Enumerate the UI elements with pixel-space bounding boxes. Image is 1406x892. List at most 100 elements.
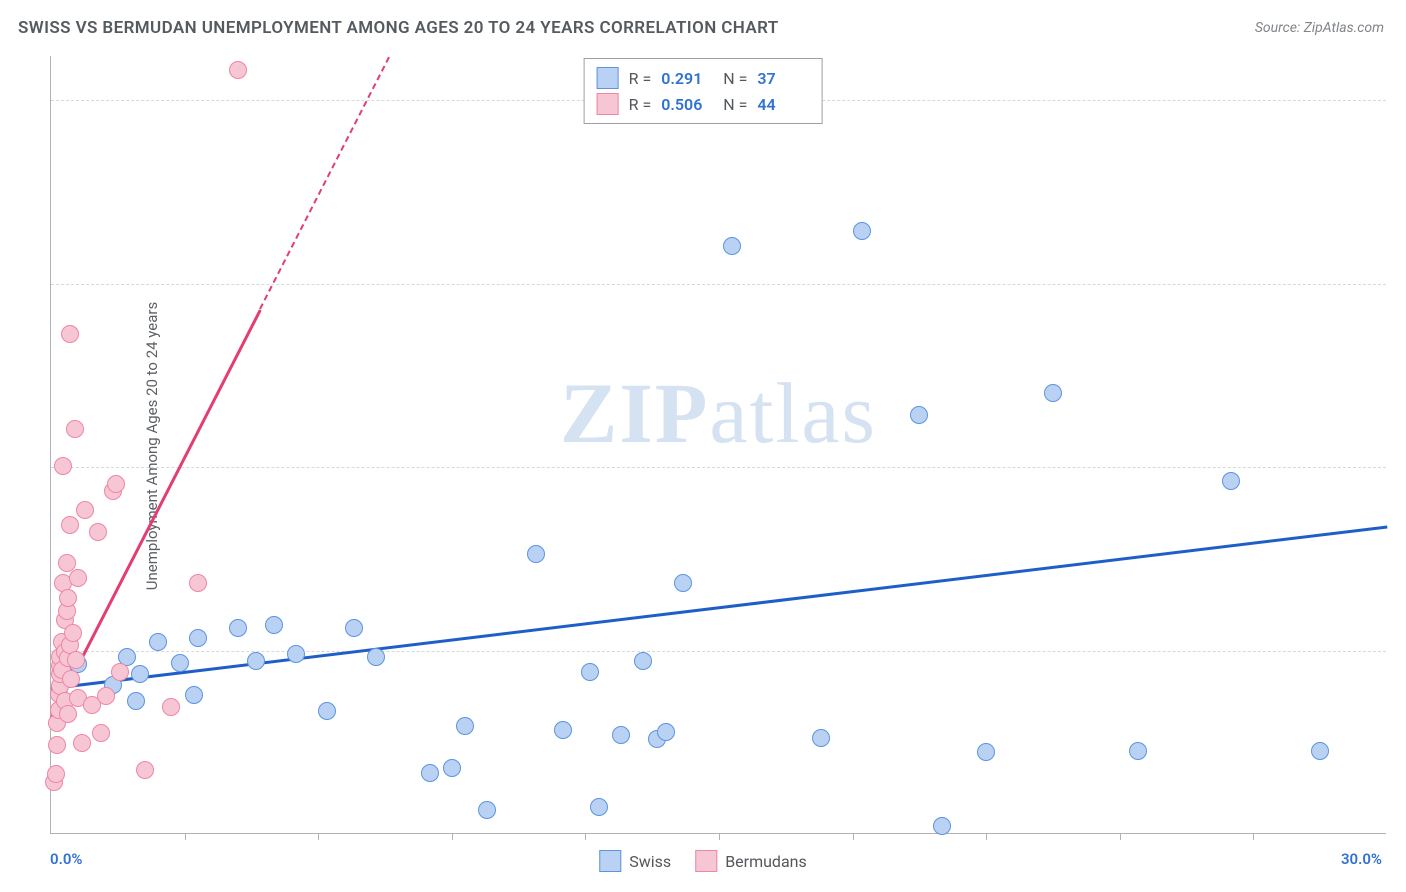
data-point-bermudans <box>76 501 94 519</box>
data-point-bermudans <box>89 523 107 541</box>
gridline-h <box>51 467 1386 468</box>
data-point-swiss <box>131 665 149 683</box>
gridline-h <box>51 284 1386 285</box>
data-point-swiss <box>581 663 599 681</box>
data-point-bermudans <box>59 589 77 607</box>
data-point-swiss <box>910 406 928 424</box>
data-point-swiss <box>674 574 692 592</box>
data-point-bermudans <box>61 516 79 534</box>
data-point-swiss <box>189 629 207 647</box>
legend-row-bermudans: R = 0.506 N = 44 <box>597 91 810 117</box>
legend-swatch-swiss <box>597 67 619 89</box>
legend-swatch-bermudans <box>695 850 717 872</box>
data-point-swiss <box>527 545 545 563</box>
data-point-bermudans <box>61 325 79 343</box>
y-tick-label: 50.0% <box>1394 91 1406 109</box>
x-tick-mark <box>719 833 720 840</box>
data-point-bermudans <box>62 670 80 688</box>
data-point-swiss <box>933 817 951 835</box>
series-legend: Swiss Bermudans <box>599 850 806 872</box>
legend-r-label: R = <box>629 95 652 114</box>
data-point-bermudans <box>59 705 77 723</box>
data-point-bermudans <box>189 574 207 592</box>
gridline-h <box>51 651 1386 652</box>
data-point-swiss <box>149 633 167 651</box>
data-point-swiss <box>367 648 385 666</box>
data-point-swiss <box>1129 742 1147 760</box>
data-point-swiss <box>456 717 474 735</box>
data-point-bermudans <box>67 651 85 669</box>
data-point-swiss <box>185 686 203 704</box>
data-point-swiss <box>229 619 247 637</box>
x-tick-mark <box>853 833 854 840</box>
data-point-swiss <box>1311 742 1329 760</box>
legend-item-swiss: Swiss <box>599 850 671 872</box>
data-point-bermudans <box>92 724 110 742</box>
plot-area: ZIPatlas 12.5%25.0%37.5%50.0% <box>50 56 1386 834</box>
legend-swatch-swiss <box>599 850 621 872</box>
legend-r-label: R = <box>629 69 652 88</box>
data-point-bermudans <box>48 736 66 754</box>
data-point-swiss <box>171 654 189 672</box>
x-tick-mark <box>1253 833 1254 840</box>
data-point-swiss <box>287 645 305 663</box>
data-point-bermudans <box>47 765 65 783</box>
data-point-swiss <box>265 616 283 634</box>
watermark: ZIPatlas <box>560 363 877 463</box>
x-tick-mark <box>318 833 319 840</box>
data-point-bermudans <box>229 61 247 79</box>
legend-n-value-bermudans: 44 <box>757 95 809 114</box>
legend-n-label: N = <box>723 95 747 114</box>
legend-r-value-swiss: 0.291 <box>661 69 713 88</box>
legend-row-swiss: R =0.291N =37 <box>597 65 810 91</box>
trendline-extrapolated <box>259 57 390 310</box>
data-point-swiss <box>554 721 572 739</box>
y-tick-label: 37.5% <box>1394 275 1406 293</box>
legend-r-value-bermudans: 0.506 <box>661 95 713 114</box>
data-point-swiss <box>421 764 439 782</box>
data-point-swiss <box>634 652 652 670</box>
data-point-swiss <box>977 743 995 761</box>
watermark-rest: atlas <box>709 365 877 461</box>
data-point-swiss <box>345 619 363 637</box>
x-tick-mark <box>585 833 586 840</box>
data-point-swiss <box>723 237 741 255</box>
legend-label-bermudans: Bermudans <box>725 852 807 871</box>
data-point-bermudans <box>69 569 87 587</box>
data-point-bermudans <box>111 663 129 681</box>
data-point-swiss <box>1044 384 1062 402</box>
data-point-bermudans <box>162 698 180 716</box>
data-point-swiss <box>812 729 830 747</box>
data-point-bermudans <box>66 420 84 438</box>
data-point-bermudans <box>97 687 115 705</box>
chart-container: SWISS VS BERMUDAN UNEMPLOYMENT AMONG AGE… <box>0 0 1406 892</box>
data-point-swiss <box>590 798 608 816</box>
data-point-swiss <box>612 726 630 744</box>
x-tick-mark <box>185 833 186 840</box>
data-point-swiss <box>657 723 675 741</box>
data-point-swiss <box>127 692 145 710</box>
legend-item-bermudans: Bermudans <box>695 850 807 872</box>
chart-title: SWISS VS BERMUDAN UNEMPLOYMENT AMONG AGE… <box>18 18 779 38</box>
data-point-bermudans <box>107 475 125 493</box>
watermark-bold: ZIP <box>560 365 709 461</box>
x-tick-mark <box>986 833 987 840</box>
x-axis-max-label: 30.0% <box>1341 850 1382 868</box>
data-point-bermudans <box>136 761 154 779</box>
data-point-swiss <box>247 652 265 670</box>
data-point-bermudans <box>54 457 72 475</box>
data-point-swiss <box>318 702 336 720</box>
legend-n-value-swiss: 37 <box>757 69 809 88</box>
data-point-bermudans <box>73 734 91 752</box>
data-point-swiss <box>853 222 871 240</box>
source-attribution: Source: ZipAtlas.com <box>1255 20 1384 36</box>
x-tick-mark <box>452 833 453 840</box>
y-tick-label: 12.5% <box>1394 642 1406 660</box>
data-point-swiss <box>1222 472 1240 490</box>
correlation-legend: R = 0.291 N = 37 R = 0.506 N = 44 <box>584 58 823 124</box>
legend-swatch-bermudans <box>597 93 619 115</box>
x-tick-mark <box>1120 833 1121 840</box>
data-point-bermudans <box>64 624 82 642</box>
data-point-swiss <box>478 801 496 819</box>
data-point-swiss <box>443 759 461 777</box>
